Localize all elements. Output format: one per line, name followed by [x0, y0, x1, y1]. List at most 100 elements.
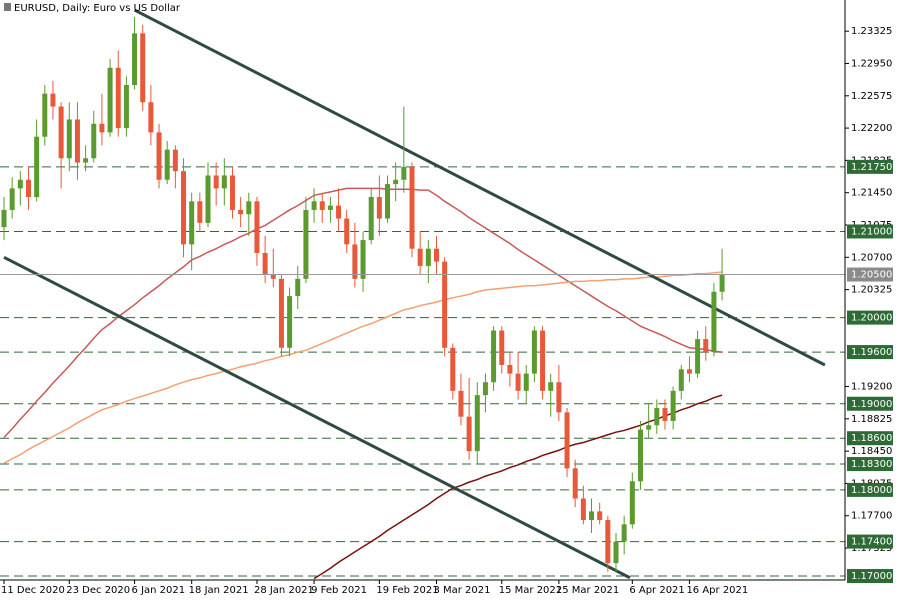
- candle-body: [564, 412, 570, 469]
- candle-body: [148, 102, 154, 133]
- candle-body: [9, 188, 15, 210]
- moving-average: [313, 394, 723, 580]
- candle-body: [376, 197, 382, 219]
- candle-body: [254, 201, 260, 254]
- candle-body: [491, 330, 497, 383]
- x-tick-label: 9 Feb 2021: [311, 585, 367, 596]
- x-tick-label: 19 Feb 2021: [376, 585, 438, 596]
- level-label-box: [847, 224, 893, 239]
- candle-body: [711, 291, 717, 353]
- candle-body: [319, 201, 325, 210]
- candle-body: [433, 248, 439, 262]
- candle-body: [458, 390, 464, 417]
- candle-body: [360, 240, 366, 279]
- candle-body: [140, 33, 146, 103]
- level-label: 1.19600: [851, 347, 892, 358]
- y-tick-label: 1.20325: [851, 285, 892, 296]
- candle-body: [621, 524, 627, 542]
- candle-body: [246, 201, 252, 215]
- y-tick-label: 1.20700: [851, 252, 892, 263]
- candle-body: [425, 248, 431, 266]
- candle-body: [548, 382, 554, 391]
- candle-body: [156, 132, 162, 180]
- candle-body: [629, 481, 635, 525]
- candle-body: [99, 123, 105, 133]
- candle-body: [229, 175, 235, 210]
- candle-body: [295, 278, 301, 297]
- candle-body: [474, 395, 480, 452]
- x-tick-label: 23 Dec 2020: [66, 585, 130, 596]
- candle-body: [115, 67, 121, 129]
- candle-body: [385, 184, 391, 219]
- candle-body: [91, 123, 97, 159]
- candle-body: [605, 520, 611, 564]
- level-label-box: [847, 345, 893, 360]
- x-tick-label: 6 Apr 2021: [629, 585, 684, 596]
- y-tick-label: 1.22200: [851, 123, 892, 134]
- candle-body: [393, 179, 399, 185]
- candle-body: [238, 209, 244, 215]
- y-tick-label: 1.22950: [851, 58, 892, 69]
- candle-body: [597, 511, 603, 521]
- candle-body: [336, 205, 342, 219]
- last-price-label: 1.20500: [851, 270, 892, 281]
- candle-body: [450, 347, 456, 391]
- level-label: 1.18000: [851, 485, 892, 496]
- candle-body: [66, 119, 72, 159]
- symbol-icon: [4, 3, 11, 11]
- candle-body: [327, 205, 333, 210]
- level-label: 1.17400: [851, 537, 892, 548]
- x-tick-label: 28 Jan 2021: [254, 585, 314, 596]
- candle-body: [278, 278, 284, 348]
- last-price-box: [847, 267, 893, 282]
- y-tick-label: 1.22575: [851, 91, 892, 102]
- candle-body: [703, 339, 709, 353]
- level-label: 1.17000: [851, 571, 892, 582]
- y-tick-label: 1.19200: [851, 382, 892, 393]
- candle-body: [580, 498, 586, 521]
- candle-body: [417, 248, 423, 266]
- level-label-box: [847, 569, 893, 584]
- candle-body: [409, 166, 415, 249]
- candle-body: [262, 253, 268, 275]
- level-label: 1.18600: [851, 433, 892, 444]
- candle-body: [662, 408, 668, 421]
- level-label-box: [847, 431, 893, 446]
- level-label: 1.18300: [851, 459, 892, 470]
- candle-body: [368, 197, 374, 241]
- candle-body: [499, 330, 505, 365]
- level-label: 1.21000: [851, 226, 892, 237]
- y-tick-label: 1.21450: [851, 188, 892, 199]
- candle-body: [401, 166, 407, 180]
- candle-body: [637, 429, 643, 482]
- candle-body: [572, 468, 578, 499]
- candle-body: [123, 85, 129, 129]
- candle-body: [654, 408, 660, 426]
- candle-body: [531, 330, 537, 374]
- trendline: [3, 255, 631, 580]
- candle-body: [50, 93, 56, 107]
- candle-body: [25, 179, 31, 198]
- level-label-box: [847, 159, 893, 174]
- candle-body: [719, 274, 725, 292]
- candle-body: [83, 158, 89, 163]
- candle-body: [507, 364, 513, 374]
- candle-body: [1, 209, 7, 228]
- candle-body: [270, 274, 276, 279]
- candle-body: [523, 373, 529, 391]
- candle-body: [695, 339, 701, 374]
- chart-title: EURUSD, Daily: Euro vs US Dollar: [14, 3, 181, 14]
- candle-body: [164, 149, 170, 180]
- candle-body: [589, 511, 595, 521]
- candle-body: [686, 369, 692, 374]
- x-tick-label: 18 Jan 2021: [189, 585, 249, 596]
- candle-body: [181, 171, 187, 245]
- y-tick-label: 1.23325: [851, 26, 892, 37]
- level-label: 1.19000: [851, 399, 892, 410]
- candle-body: [670, 390, 676, 421]
- candle-body: [678, 369, 684, 391]
- candle-body: [287, 296, 293, 348]
- candle-body: [189, 201, 195, 245]
- candle-body: [482, 382, 488, 396]
